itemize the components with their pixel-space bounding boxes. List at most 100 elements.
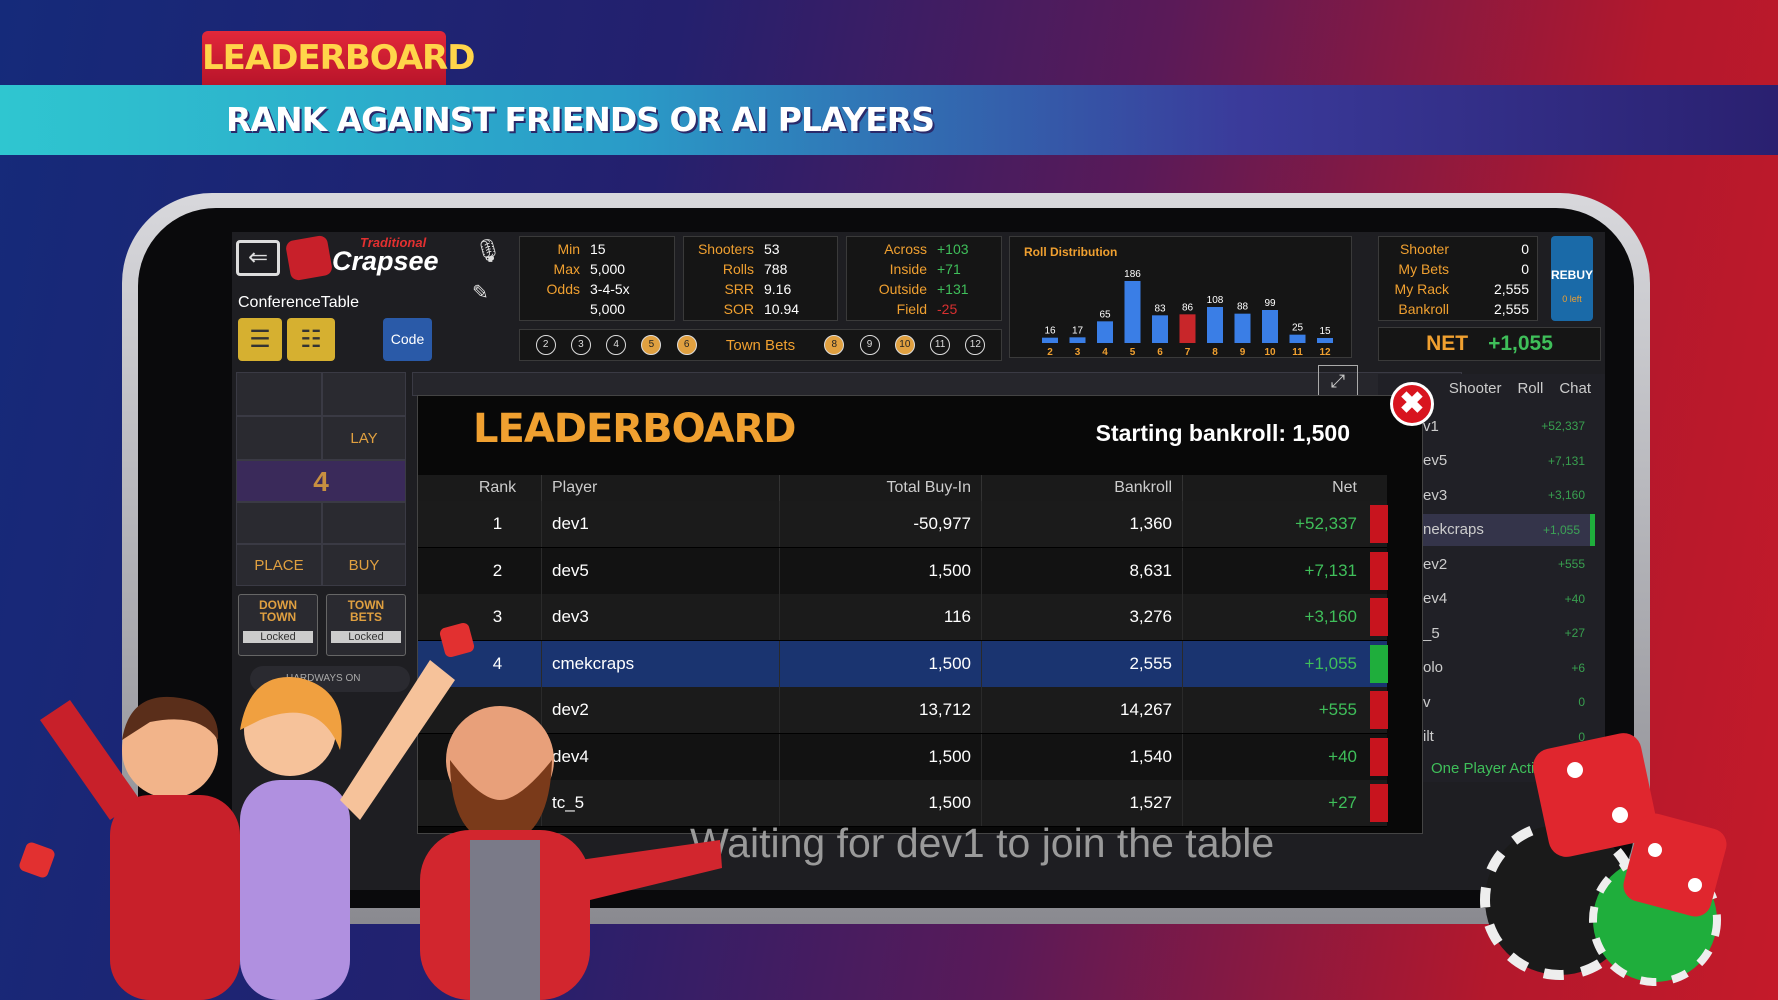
cell-buy-in: 1,500 bbox=[780, 547, 982, 594]
cell-rank: 4 bbox=[454, 640, 542, 687]
point-chip[interactable]: 12 bbox=[965, 335, 986, 355]
banner-band bbox=[0, 85, 1778, 155]
roll-number: 3 bbox=[1075, 347, 1081, 358]
banner-tag bbox=[202, 31, 446, 85]
banner-tag-text: LEADERBOARD bbox=[202, 38, 475, 78]
expand-button[interactable]: ⤢ bbox=[1318, 365, 1358, 397]
point-chip[interactable]: 9 bbox=[859, 335, 880, 355]
side-row: olo +6 bbox=[1378, 652, 1595, 684]
account-row: My Bets 0 bbox=[1379, 259, 1537, 279]
regions-label: Outside bbox=[878, 281, 927, 297]
point-chip[interactable]: 8 bbox=[824, 335, 845, 355]
net-indicator bbox=[1370, 551, 1388, 590]
cell-net: +3,160 bbox=[1304, 607, 1357, 626]
limits-label bbox=[520, 299, 580, 319]
cell-buy-in: 116 bbox=[780, 594, 982, 640]
stats-value: 10.94 bbox=[764, 301, 800, 317]
roll-count: 88 bbox=[1237, 302, 1249, 313]
point-chip[interactable]: 2 bbox=[535, 335, 556, 355]
cell-net: +555 bbox=[1318, 700, 1357, 719]
banner-subtitle: RANK AGAINST FRIENDS OR AI PLAYERS bbox=[226, 100, 935, 139]
stats-row: SRR 9.16 bbox=[684, 279, 837, 299]
side-tab[interactable]: Roll bbox=[1517, 380, 1544, 397]
cell-player: dev2 bbox=[542, 687, 780, 733]
limits-row: Min 15 bbox=[520, 239, 674, 259]
cell-bankroll: 2,555 bbox=[982, 640, 1183, 687]
rebuy-label: REBUY bbox=[1551, 268, 1594, 282]
side-row-name: v bbox=[1423, 693, 1431, 711]
limits-panel: Min 15 Max 5,000 Odds 3-4-5x 5,000 bbox=[519, 236, 675, 321]
cell-net: +52,337 bbox=[1295, 514, 1357, 533]
stats-panel: Shooters 53 Rolls 788 SRR 9.16 SOR 10.94 bbox=[683, 236, 838, 321]
side-row: _5 +27 bbox=[1378, 617, 1595, 649]
roll-count: 65 bbox=[1099, 309, 1111, 320]
limits-value: 5,000 bbox=[590, 301, 626, 317]
cell-bankroll: 1,360 bbox=[982, 501, 1183, 547]
list-button[interactable]: ☷ bbox=[287, 318, 335, 361]
mic-icon[interactable]: 🎙 bbox=[474, 238, 502, 263]
rebuy-button[interactable]: REBUY 0 left bbox=[1551, 236, 1593, 321]
cell-buy-in: -50,977 bbox=[780, 501, 982, 547]
town-bets-status: Locked bbox=[331, 631, 401, 643]
cell-rank: 1 bbox=[454, 501, 542, 547]
cell-rank: 3 bbox=[454, 594, 542, 640]
point-chip[interactable]: 11 bbox=[930, 335, 951, 355]
account-label: My Bets bbox=[1398, 261, 1449, 277]
die-pip bbox=[1648, 843, 1662, 857]
side-row-value: +52,337 bbox=[1541, 419, 1585, 433]
points-row: 2 3 4 5 6 Town Bets 8 9 10 11 12 bbox=[519, 329, 1002, 361]
limits-row: Max 5,000 bbox=[520, 259, 674, 279]
leaderboard-row: 4 cmekcraps 1,500 2,555 +1,055 bbox=[418, 640, 1388, 688]
board-cell bbox=[236, 416, 322, 460]
cell-buy-in: 1,500 bbox=[780, 780, 982, 826]
settings-button[interactable]: ☰ bbox=[238, 318, 282, 361]
town-bets-label: Town Bets bbox=[725, 336, 796, 354]
cell-buy-in: 1,500 bbox=[780, 640, 982, 687]
table-name: ConferenceTable bbox=[238, 294, 359, 311]
side-row: ev4 +40 bbox=[1378, 583, 1595, 615]
account-value: 2,555 bbox=[1493, 281, 1529, 297]
limits-value: 15 bbox=[590, 241, 606, 257]
point-chip[interactable]: 4 bbox=[606, 335, 627, 355]
code-button[interactable]: Code bbox=[383, 318, 432, 361]
roll-bar bbox=[1179, 314, 1196, 343]
limits-value: 5,000 bbox=[590, 261, 626, 277]
point-chip[interactable]: 6 bbox=[676, 335, 697, 355]
chat-off-icon[interactable]: ✎ bbox=[472, 282, 489, 304]
account-label: Bankroll bbox=[1398, 301, 1449, 317]
roll-count: 83 bbox=[1154, 303, 1166, 314]
roll-number: 7 bbox=[1185, 347, 1191, 358]
column-header: Rank bbox=[454, 475, 542, 501]
account-label: Shooter bbox=[1399, 241, 1449, 257]
point-chip[interactable]: 5 bbox=[641, 335, 662, 355]
brand-small: Traditional bbox=[360, 235, 427, 250]
close-button[interactable]: ✖ bbox=[1390, 382, 1434, 426]
stats-value: 9.16 bbox=[764, 281, 792, 297]
back-button[interactable]: ⇐ bbox=[236, 240, 280, 276]
side-row-name: ev4 bbox=[1423, 590, 1448, 607]
point-chip[interactable]: 10 bbox=[894, 335, 915, 355]
stats-label: SOR bbox=[723, 301, 754, 317]
character-head bbox=[122, 702, 218, 798]
roll-count: 25 bbox=[1292, 323, 1304, 334]
side-row-name: _5 bbox=[1423, 624, 1440, 642]
side-tab[interactable]: Shooter bbox=[1448, 380, 1502, 397]
leaderboard-row: tc_5 1,500 1,527 +27 bbox=[418, 780, 1388, 827]
cell-player: cmekcraps bbox=[542, 640, 780, 687]
logo-dice bbox=[284, 234, 334, 282]
side-row-value: +7,131 bbox=[1547, 453, 1585, 468]
point-chip[interactable]: 3 bbox=[570, 335, 591, 355]
roll-bar bbox=[1152, 315, 1168, 343]
side-tab[interactable]: Chat bbox=[1559, 380, 1591, 397]
side-row-name: ev3 bbox=[1423, 486, 1448, 504]
net-indicator bbox=[1370, 784, 1388, 822]
limits-label: Min bbox=[557, 241, 580, 257]
side-row: v1 +52,337 bbox=[1378, 410, 1595, 442]
side-row-name: ev2 bbox=[1423, 555, 1448, 573]
point-number: 4 bbox=[236, 460, 406, 502]
roll-number: 10 bbox=[1264, 347, 1276, 358]
character-body bbox=[110, 795, 240, 1000]
roll-bar bbox=[1207, 307, 1223, 343]
